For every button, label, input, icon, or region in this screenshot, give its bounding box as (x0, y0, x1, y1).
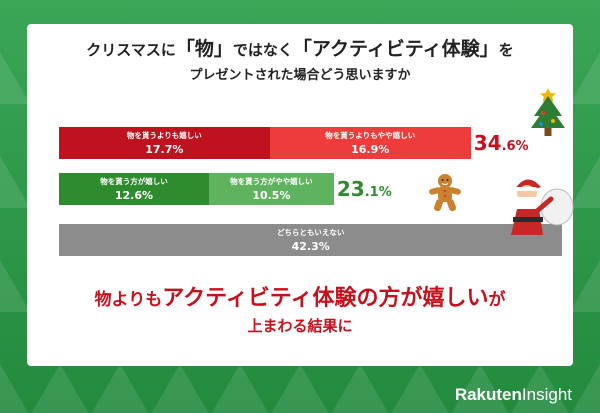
bar-value-label: 16.9% (351, 143, 390, 156)
title-line-2: プレゼントされた場合どう思いますか (189, 68, 411, 83)
conclusion-part-3: が (488, 290, 506, 310)
total-integer: 34 (473, 131, 502, 155)
bar-value-label: 42.3% (291, 240, 330, 253)
christmas-tree-icon (531, 88, 565, 136)
total-decimal: .6% (501, 139, 529, 154)
gingerbread-man-icon (429, 174, 461, 212)
total-decimal: .1% (364, 185, 392, 200)
rakuten-insight-logo: RakutenInsight (455, 385, 572, 405)
chart-title: クリスマスに「物」ではなく「アクティビティ体験」を プレゼントされた場合どう思い… (27, 38, 573, 87)
bar-row3-segment1: どちらともいえない 42.3% (59, 224, 563, 256)
title-text-mid: ではなく (232, 41, 293, 59)
conclusion-line-2: 上まわる結果に (247, 317, 353, 335)
bar-row2-segment2: 物を貰う方がやや嬉しい 10.5% (208, 173, 334, 205)
bar-row2-total: 23.1% (337, 177, 392, 205)
bar-row1-total: 34.6% (474, 131, 529, 159)
title-text-post: を (498, 41, 514, 59)
bar-value-label: 10.5% (252, 189, 291, 202)
conclusion-highlight: アクティビティ体験の方が嬉しい (162, 286, 489, 311)
conclusion-text: 物よりもアクティビティ体験の方が嬉しいが 上まわる結果に (27, 284, 573, 337)
bar-label: 物を貰う方がやや嬉しい (230, 177, 313, 186)
title-line-1: クリスマスに「物」ではなく「アクティビティ体験」を (27, 38, 573, 61)
title-quote-mono: 「物」 (175, 38, 233, 60)
brand-name: Rakuten (454, 385, 522, 404)
bar-row2-segment1: 物を貰う方が嬉しい 12.6% (59, 173, 209, 205)
santa-claus-icon (511, 179, 574, 235)
conclusion-part-1: 物よりも (94, 290, 163, 310)
brand-suffix: Insight (521, 385, 572, 404)
bar-row1-segment1: 物を貰うよりも嬉しい 17.7% (59, 127, 270, 159)
title-quote-activity: 「アクティビティ体験」 (292, 38, 499, 60)
bar-row1-segment2: 物を貰うよりもやや嬉しい 16.9% (269, 127, 471, 159)
bar-label: 物を貰うよりも嬉しい (126, 131, 202, 140)
total-integer: 23 (336, 177, 365, 201)
bar-label: どちらともいえない (277, 228, 345, 237)
bar-label: 物を貰うよりもやや嬉しい (325, 131, 416, 140)
bar-value-label: 17.7% (145, 143, 184, 156)
infographic-card: クリスマスに「物」ではなく「アクティビティ体験」を プレゼントされた場合どう思い… (27, 24, 574, 366)
bar-label: 物を貰う方が嬉しい (100, 177, 168, 186)
title-text-pre: クリスマスに (86, 41, 176, 59)
bar-value-label: 12.6% (114, 189, 154, 202)
